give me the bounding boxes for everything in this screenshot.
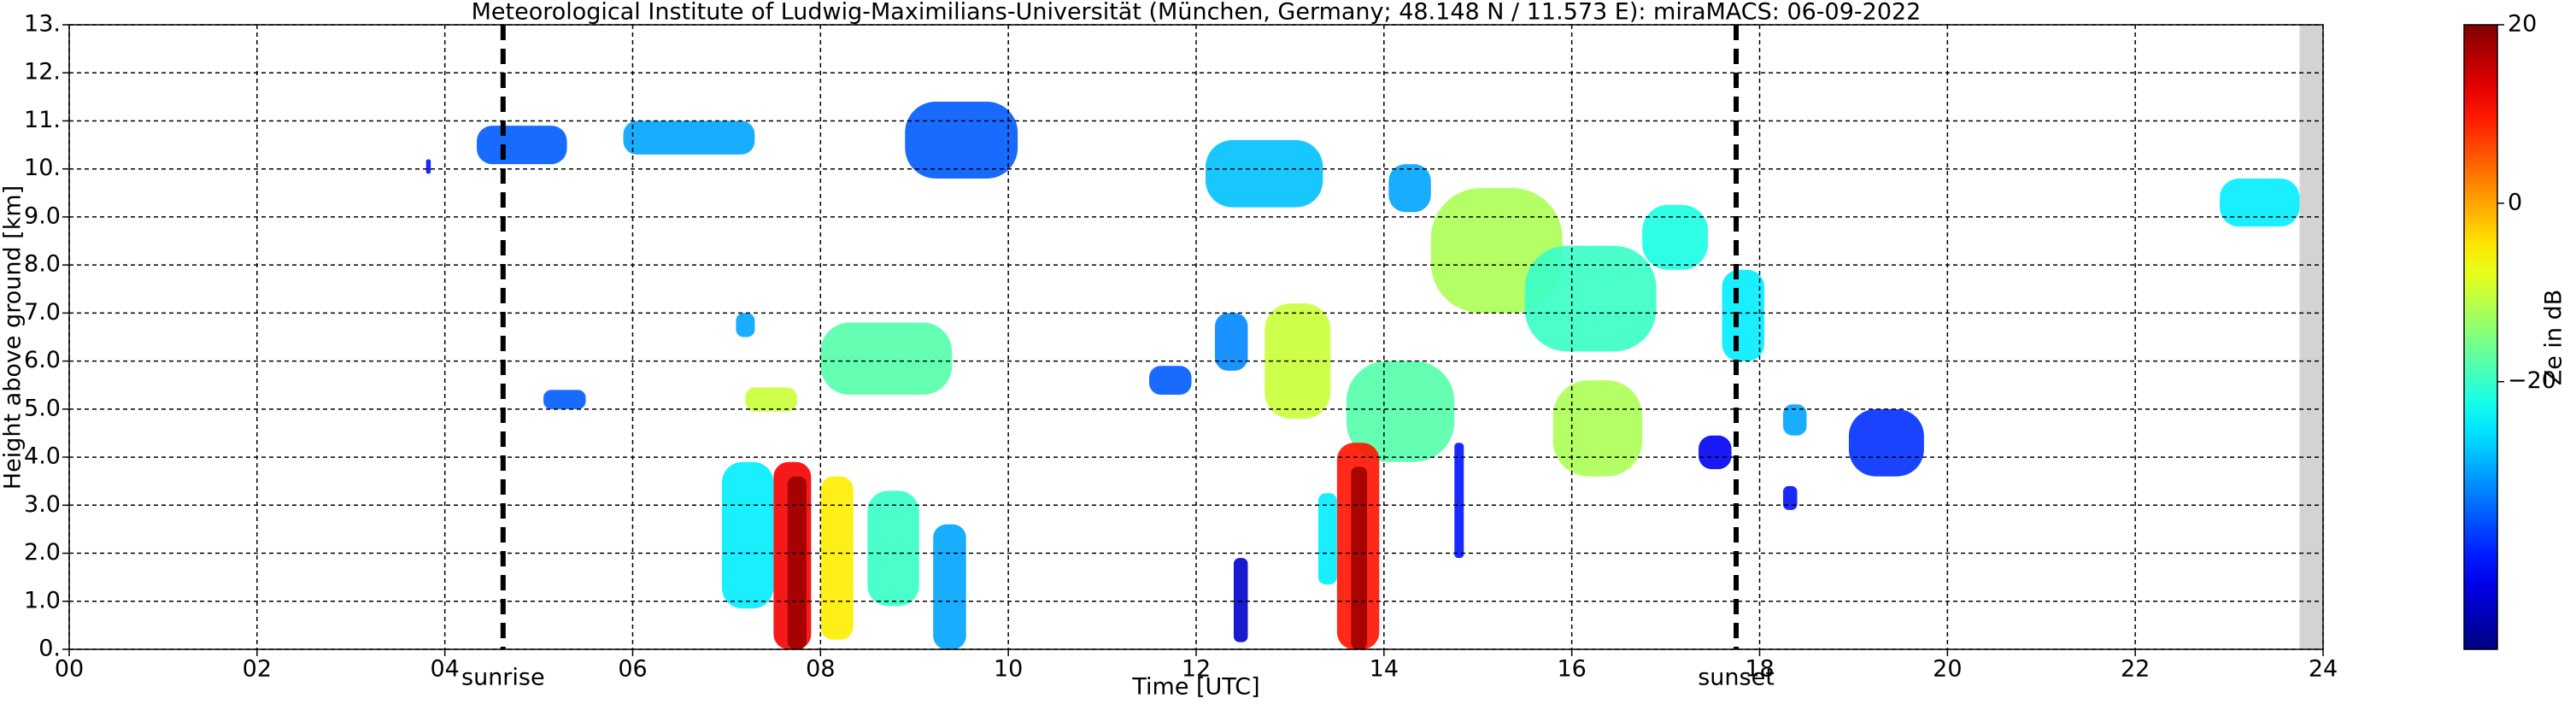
x-axis-label: Time [UTC]: [1131, 674, 1259, 701]
radar-echo: [820, 322, 953, 395]
colorbar-label: Ze in dB: [2541, 290, 2567, 386]
radar-echo: [1524, 245, 1657, 352]
annotation-label: sunrise: [461, 665, 545, 691]
radar-echo: [905, 101, 1018, 179]
y-tick-label: 8.0: [24, 251, 61, 278]
plot-frame: [68, 24, 2324, 650]
y-tick-label: 0.: [38, 636, 61, 662]
x-tick-label: 10: [994, 656, 1023, 683]
y-tick-label: 4.0: [24, 443, 61, 470]
colorbar: [2463, 24, 2498, 650]
y-tick-label: 9.0: [24, 202, 61, 229]
radar-echo: [1214, 313, 1248, 371]
radar-echo: [1265, 303, 1331, 419]
radar-echo: [1722, 269, 1764, 361]
x-tick-label: 14: [1370, 656, 1399, 683]
colorbar-tick-label: 0: [2508, 189, 2522, 215]
radar-echo: [623, 120, 755, 155]
chart-title: Meteorological Institute of Ludwig-Maxim…: [472, 0, 1922, 26]
radar-echo: [820, 476, 854, 640]
x-tick-label: 18: [1745, 656, 1774, 683]
radar-echo: [1149, 366, 1192, 395]
radar-echo: [1346, 361, 1455, 462]
y-tick-label: 12.: [24, 59, 61, 85]
radar-echo: [1454, 443, 1464, 559]
x-tick-label: 16: [1557, 656, 1586, 683]
annotation-label: sunset: [1698, 665, 1775, 691]
x-tick-label: 12: [1182, 656, 1211, 683]
colorbar-tick-label: 20: [2508, 11, 2537, 38]
radar-echo: [933, 524, 966, 649]
x-tick-label: 02: [243, 656, 272, 683]
y-tick-label: 10.: [24, 155, 61, 181]
radar-echo: [745, 387, 797, 412]
y-tick-label: 7.0: [24, 299, 61, 326]
radar-echo: [1782, 485, 1798, 510]
no-data-region: [2299, 25, 2323, 649]
radar-echo: [425, 159, 431, 174]
radar-echo: [721, 461, 774, 609]
radar-echo: [1317, 493, 1337, 585]
radar-echo: [1848, 408, 1924, 477]
y-tick-label: 5.0: [24, 395, 61, 421]
y-tick-label: 3.0: [24, 491, 61, 518]
x-tick-label: 24: [2309, 656, 2338, 683]
radar-echo: [2220, 178, 2300, 227]
y-axis-label: Height above ground [km]: [0, 185, 26, 490]
y-tick-label: 13.: [24, 11, 61, 38]
y-tick-label: 1.0: [24, 587, 61, 613]
radar-echo: [867, 490, 919, 607]
radar-echo: [477, 126, 567, 165]
y-tick-label: 11.: [24, 107, 61, 133]
radar-echo: [1699, 435, 1732, 470]
radar-echo: [1233, 558, 1248, 642]
radar-echo: [1642, 204, 1709, 270]
radar-echo: [543, 390, 586, 409]
x-tick-label: 20: [1933, 656, 1962, 683]
x-tick-label: 08: [806, 656, 835, 683]
radar-echo: [787, 476, 807, 649]
x-tick-label: 22: [2121, 656, 2150, 683]
radar-echo: [1205, 139, 1323, 208]
x-tick-label: 00: [55, 656, 84, 683]
colorbar-tick-label: −20: [2508, 367, 2556, 394]
y-tick-label: 6.0: [24, 347, 61, 373]
radar-echo: [1351, 466, 1368, 649]
radar-echo: [736, 313, 755, 337]
y-tick-label: 2.0: [24, 539, 61, 566]
radar-echo: [1552, 380, 1643, 477]
radar-echo: [1782, 404, 1807, 436]
x-tick-label: 04: [430, 656, 459, 683]
radar-echo: [1388, 164, 1431, 213]
x-tick-label: 06: [618, 656, 647, 683]
